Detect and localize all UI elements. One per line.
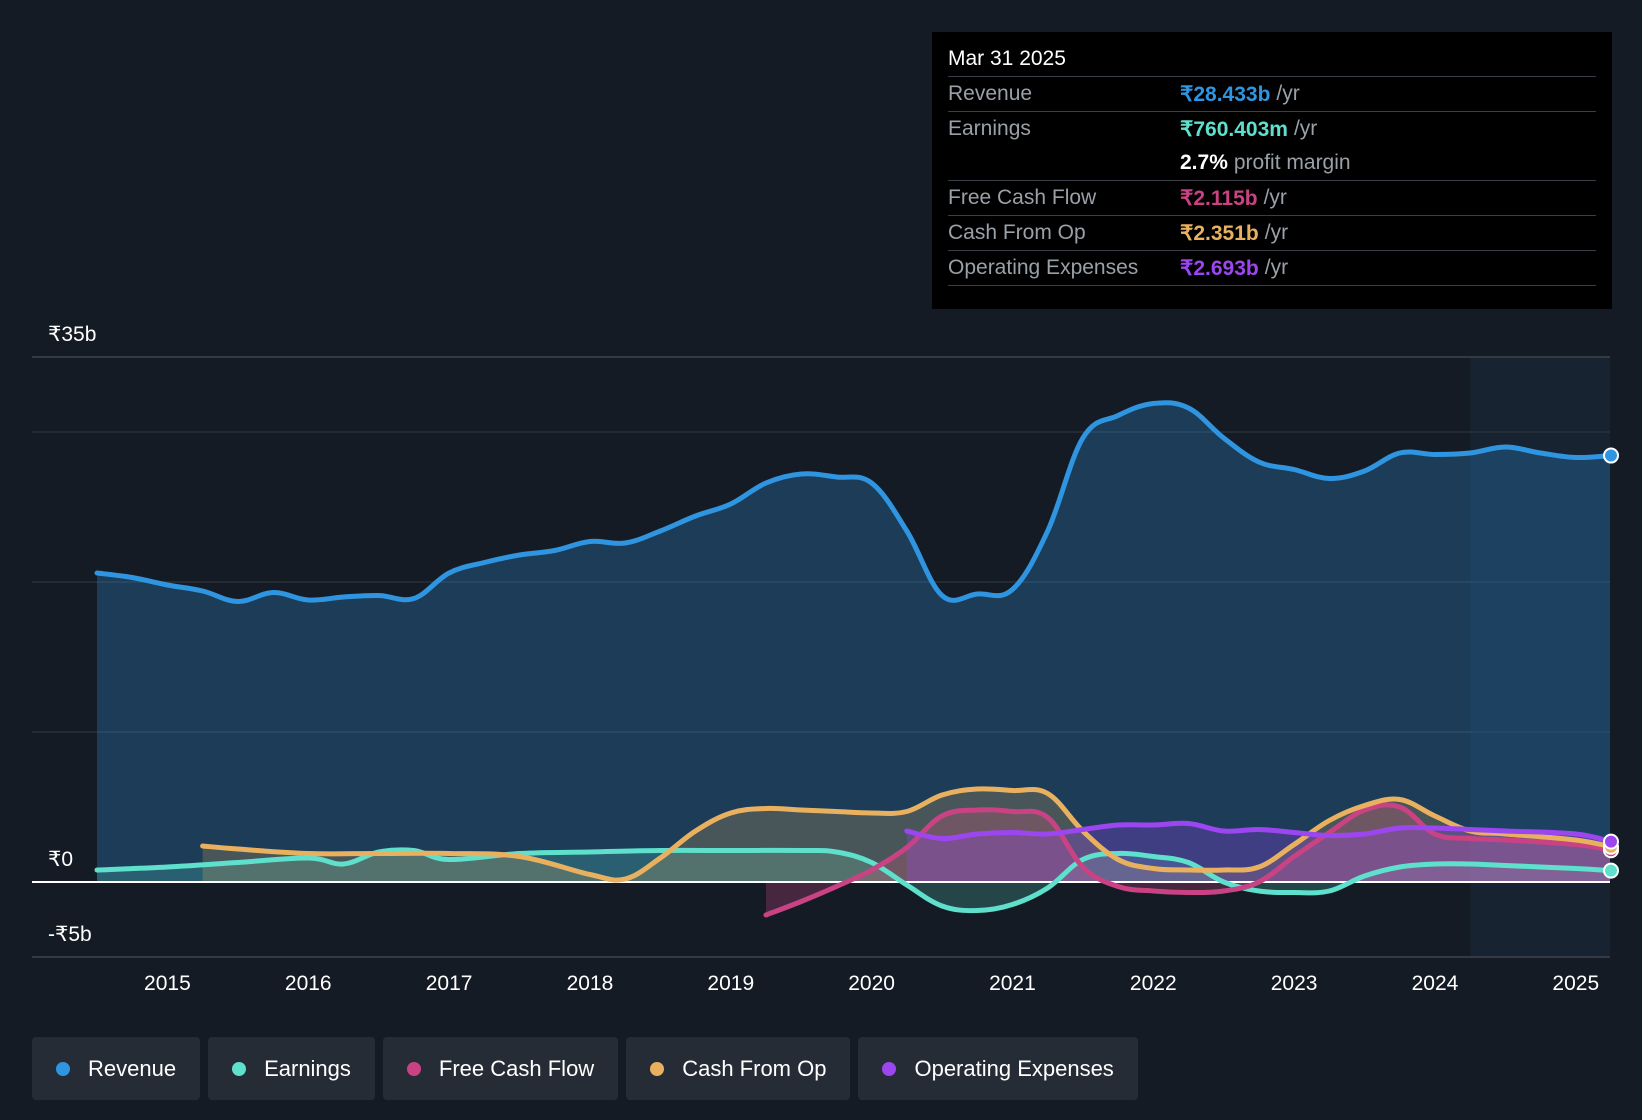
operating-expenses-end-point	[1603, 833, 1619, 850]
tooltip-label: Earnings	[948, 117, 1031, 140]
tooltip-label: Free Cash Flow	[948, 186, 1097, 209]
tooltip-row-earnings: Earnings ₹760.403m /yr	[948, 111, 1596, 146]
earnings-end-point	[1603, 862, 1619, 879]
earnings-line	[94, 847, 1610, 914]
y-tick-label: ₹35b	[48, 323, 96, 346]
tooltip-divider	[948, 285, 1596, 286]
legend-item-cash-from-op[interactable]: Cash From Op	[626, 1037, 851, 1100]
tooltip-value: ₹28.433b	[1180, 82, 1271, 106]
legend-label: Free Cash Flow	[438, 1055, 595, 1081]
legend-label: Cash From Op	[682, 1055, 827, 1081]
x-tick-label: 2025	[1552, 972, 1599, 995]
tooltip-value: ₹2.351b	[1180, 221, 1259, 245]
legend-label: Revenue	[88, 1055, 177, 1081]
cash-from-op-dot-icon	[650, 1061, 665, 1076]
x-tick-label: 2023	[1271, 972, 1318, 995]
x-tick-label: 2021	[989, 972, 1036, 995]
tooltip-row-revenue: Revenue ₹28.433b /yr	[948, 76, 1596, 111]
tooltip-label: Cash From Op	[948, 221, 1086, 244]
tooltip-row-profit-margin: 2.7% profit margin	[948, 146, 1596, 180]
tooltip-unit: profit margin	[1233, 151, 1351, 174]
legend-item-earnings[interactable]: Earnings	[208, 1037, 375, 1100]
revenue-area	[97, 402, 1610, 882]
legend-label: Earnings	[264, 1055, 351, 1081]
tooltip-unit: /yr	[1263, 186, 1287, 209]
tooltip: Mar 31 2025 Revenue ₹28.433b /yr Earning…	[932, 32, 1612, 309]
revenue-end-point	[1603, 447, 1619, 464]
x-tick-label: 2018	[567, 972, 614, 995]
tooltip-value: 2.7%	[1180, 151, 1228, 174]
legend-item-free-cash-flow[interactable]: Free Cash Flow	[382, 1037, 619, 1100]
free-cash-flow-line	[763, 802, 1610, 918]
tooltip-unit: /yr	[1276, 82, 1300, 105]
legend-item-operating-expenses[interactable]: Operating Expenses	[858, 1037, 1138, 1100]
free-cash-flow-dot-icon	[406, 1061, 421, 1076]
y-tick-label: ₹0	[48, 848, 73, 871]
revenue-line	[94, 400, 1610, 605]
tooltip-row-operating-expenses: Operating Expenses ₹2.693b /yr	[948, 250, 1596, 285]
operating-expenses-line	[904, 820, 1610, 844]
revenue-dot-icon	[56, 1061, 70, 1076]
tooltip-value: ₹2.115b	[1180, 186, 1258, 210]
y-tick-label: -₹5b	[48, 923, 92, 946]
legend-label: Operating Expenses	[914, 1055, 1114, 1081]
tooltip-label: Operating Expenses	[948, 256, 1139, 279]
x-tick-label: 2024	[1412, 972, 1459, 995]
earnings-dot-icon	[232, 1061, 247, 1076]
tooltip-row-cash-from-op: Cash From Op ₹2.351b /yr	[948, 215, 1596, 250]
x-tick-label: 2016	[285, 972, 332, 995]
tooltip-unit: /yr	[1264, 221, 1289, 244]
x-tick-label: 2022	[1130, 972, 1177, 995]
legend: Revenue Earnings Free Cash Flow Cash Fro…	[32, 1037, 1138, 1100]
legend-item-revenue[interactable]: Revenue	[32, 1037, 201, 1100]
tooltip-value: ₹760.403m	[1180, 117, 1288, 141]
tooltip-date: Mar 31 2025	[948, 47, 1066, 70]
tooltip-value: ₹2.693b	[1180, 256, 1259, 280]
tooltip-unit: /yr	[1293, 117, 1318, 140]
tooltip-label: Revenue	[948, 82, 1033, 105]
gridlines	[32, 356, 1610, 958]
tooltip-unit: /yr	[1264, 256, 1289, 279]
cash-from-op-line	[200, 786, 1610, 883]
cash-from-op-area	[202, 788, 1610, 882]
tooltip-row-free-cash-flow: Free Cash Flow ₹2.115b /yr	[948, 180, 1596, 215]
operating-expenses-dot-icon	[882, 1061, 897, 1076]
x-tick-label: 2019	[707, 972, 754, 995]
x-tick-label: 2020	[848, 972, 895, 995]
x-tick-label: 2015	[144, 972, 191, 995]
x-tick-label: 2017	[426, 972, 473, 995]
